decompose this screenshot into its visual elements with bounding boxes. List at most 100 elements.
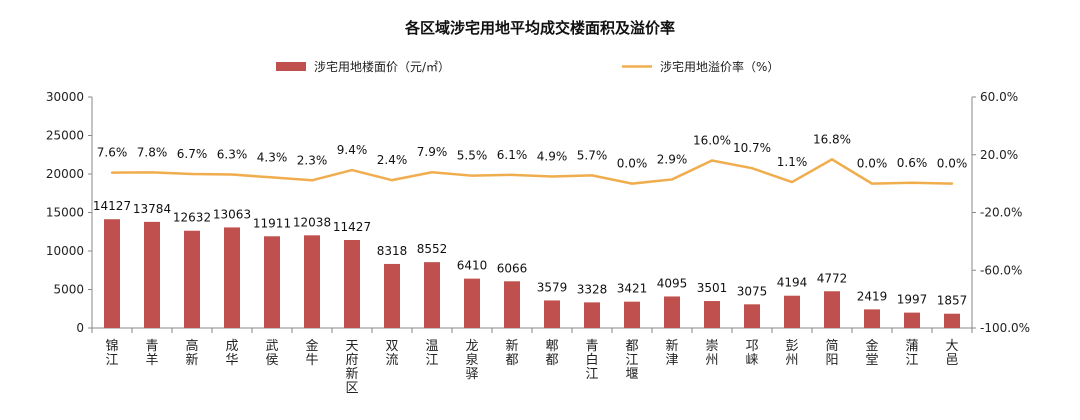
line-value-label: 6.3% xyxy=(217,148,248,162)
line-point xyxy=(870,182,874,185)
line-value-label: 0.0% xyxy=(857,157,888,171)
bar-value-label: 3075 xyxy=(737,284,768,298)
line-point xyxy=(590,174,594,177)
bar xyxy=(704,301,720,328)
line-point xyxy=(950,182,954,185)
x-axis-category-label: 温江 xyxy=(425,339,438,368)
left-axis-tick-label: 10000 xyxy=(46,244,84,258)
line-point xyxy=(230,173,234,176)
bar-value-label: 3579 xyxy=(537,280,568,294)
bar xyxy=(184,230,200,328)
x-axis-category-label: 彭州 xyxy=(785,339,798,368)
bar xyxy=(424,262,440,328)
bar xyxy=(744,304,760,328)
right-axis-tick-label: -20.0% xyxy=(980,206,1022,220)
left-axis-tick-label: 25000 xyxy=(46,129,84,143)
bar-value-label: 11427 xyxy=(333,220,371,234)
line-value-label: 1.1% xyxy=(777,155,808,169)
bar-value-label: 8318 xyxy=(377,244,408,258)
line-value-label: 9.4% xyxy=(337,143,368,157)
line-value-label: 0.0% xyxy=(937,157,968,171)
bar-value-label: 1857 xyxy=(937,294,968,308)
line-point xyxy=(270,176,274,179)
line-point xyxy=(550,175,554,178)
x-axis-category-label: 崇州 xyxy=(705,339,718,368)
bar xyxy=(264,236,280,328)
chart-title: 各区域涉宅用地平均成交楼面积及溢价率 xyxy=(404,19,675,37)
line-point xyxy=(510,173,514,177)
left-axis-tick-label: 30000 xyxy=(46,90,84,104)
line-point xyxy=(470,174,474,177)
bar-value-label: 12038 xyxy=(293,215,331,229)
bar xyxy=(544,300,560,328)
bar xyxy=(464,278,480,328)
bar-value-label: 12632 xyxy=(173,211,211,225)
bar xyxy=(224,227,240,328)
bar xyxy=(904,312,920,328)
x-axis-category-label: 新津 xyxy=(665,338,678,368)
left-axis-tick-label: 5000 xyxy=(53,283,84,297)
line-value-label: 2.3% xyxy=(297,153,328,167)
line-value-label: 4.9% xyxy=(537,150,568,164)
line-value-label: 7.6% xyxy=(97,146,128,160)
bar-value-label: 11911 xyxy=(253,216,291,230)
bar-value-label: 4194 xyxy=(777,276,808,290)
line-value-label: 0.6% xyxy=(897,156,928,170)
right-axis-tick-label: 20.0% xyxy=(980,148,1018,162)
bar-value-label: 6410 xyxy=(457,259,488,273)
right-axis-tick-label: -100.0% xyxy=(980,321,1030,335)
line-value-label: 6.1% xyxy=(497,148,528,162)
bar xyxy=(144,221,160,328)
line-point xyxy=(710,159,714,162)
right-axis-tick-label: 60.0% xyxy=(980,90,1018,104)
x-axis-category-label: 都江堰 xyxy=(625,339,638,382)
x-axis-category-label: 金牛 xyxy=(305,338,318,368)
bar xyxy=(824,291,840,328)
bar-value-label: 3421 xyxy=(617,282,648,296)
x-axis-category-label: 天府新区 xyxy=(345,339,358,396)
x-axis-category-label: 邛崃 xyxy=(745,339,758,368)
line-point xyxy=(670,178,674,181)
line-point xyxy=(190,172,194,176)
line-point xyxy=(630,182,634,185)
bar xyxy=(624,301,640,328)
line-point xyxy=(790,180,794,184)
line-point xyxy=(110,171,114,174)
x-axis-category-label: 金堂 xyxy=(865,338,878,368)
left-y-axis: 0 5000 10000 15000 20000 25000 30000 xyxy=(46,90,93,335)
bar xyxy=(504,281,520,328)
line-point xyxy=(750,166,754,170)
line-value-label: 2.4% xyxy=(377,153,408,167)
bar-value-label: 3328 xyxy=(577,282,608,296)
bar xyxy=(584,302,600,328)
x-axis-category-label: 武侯 xyxy=(265,339,278,368)
x-axis-category-label: 高新 xyxy=(185,338,198,368)
x-axis-category-label: 郫都 xyxy=(545,338,558,368)
x-axis-category-label: 龙泉驿 xyxy=(465,339,478,382)
line-value-label: 5.5% xyxy=(457,149,488,163)
bar-value-label: 14127 xyxy=(93,199,131,213)
bar xyxy=(384,263,400,328)
x-axis-category-label: 青白江 xyxy=(585,339,598,382)
line-value-label: 7.8% xyxy=(137,145,168,159)
premium-rate-line xyxy=(111,158,953,185)
bar-value-label: 1997 xyxy=(897,293,928,307)
line-value-label: 6.7% xyxy=(177,147,208,161)
bar-value-label: 13063 xyxy=(213,207,251,221)
x-axis-category-label: 蒲江 xyxy=(905,339,918,368)
bar-value-label: 4772 xyxy=(817,271,848,285)
bar xyxy=(784,295,800,328)
x-axis-category-label: 新都 xyxy=(505,338,518,368)
legend-bar-label: 涉宅用地楼面价（元/㎡） xyxy=(314,59,450,74)
right-axis-tick-label: -60.0% xyxy=(980,263,1022,277)
legend: 涉宅用地楼面价（元/㎡） 涉宅用地溢价率（%） xyxy=(276,59,779,74)
bar xyxy=(344,240,360,328)
x-axis-category-label: 简阳 xyxy=(825,338,838,368)
bar xyxy=(304,235,320,328)
bar xyxy=(864,309,880,328)
right-y-axis: -100.0% -60.0% -20.0% 20.0% 60.0% xyxy=(971,90,1030,335)
line-point xyxy=(830,158,834,161)
